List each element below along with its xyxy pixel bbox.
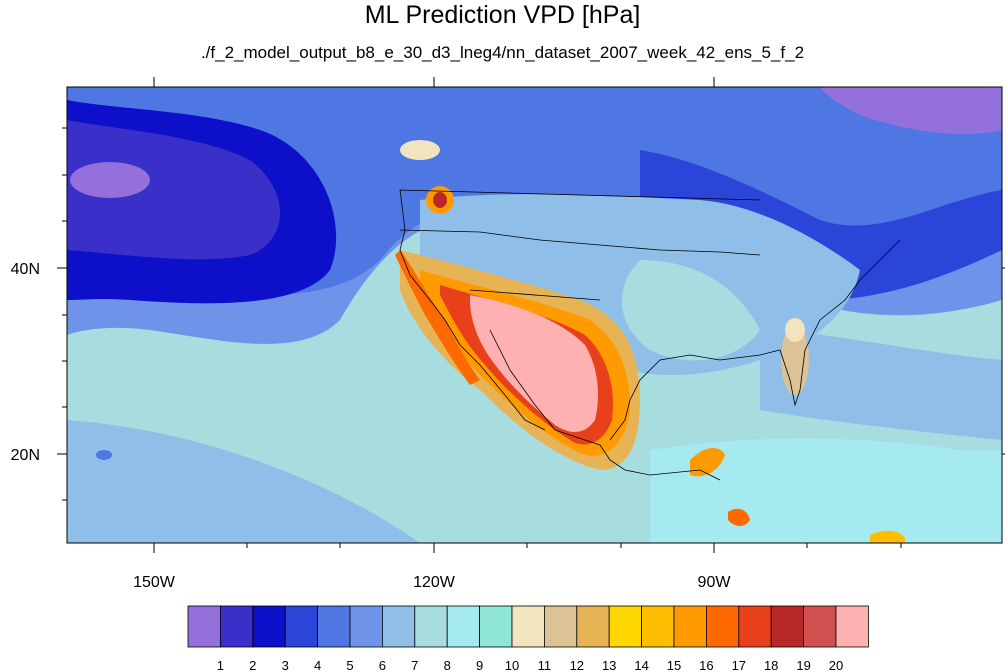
colorbar-tick-label: 16	[699, 658, 713, 672]
colorbar-swatch	[835, 605, 869, 648]
colorbar-tick-label: 13	[602, 658, 616, 672]
colorbar-swatch	[349, 605, 383, 648]
colorbar-swatch	[673, 605, 707, 648]
lat-label-40n: 40N	[11, 261, 40, 278]
colorbar-tick-label: 7	[411, 658, 418, 672]
colorbar-swatch	[187, 605, 221, 648]
colorbar: 1 2 3 4 5 6 7 8 9 10 11 12 13 14 15 16 17 18 19 20	[187, 605, 869, 672]
colorbar-tick-label: 9	[476, 658, 483, 672]
map-title: ML Prediction VPD [hPa]	[364, 1, 641, 29]
colorbar-tick-label: 17	[732, 658, 746, 672]
colorbar-swatch	[381, 605, 416, 648]
colorbar-swatch	[738, 605, 772, 648]
colorbar-tick-label: 5	[346, 658, 353, 672]
colorbar-tick-label: 1	[217, 658, 224, 672]
colorbar-tick-label: 19	[796, 658, 810, 672]
colorbar-tick-label: 10	[505, 658, 519, 672]
colorbar-swatch	[770, 605, 805, 648]
colorbar-swatch	[803, 605, 837, 648]
vpd-field	[67, 87, 1002, 543]
colorbar-tick-label: 12	[570, 658, 584, 672]
axis-ticks	[57, 77, 1005, 553]
map-subtitle: ./f_2_model_output_b8_e_30_d3_lneg4/nn_d…	[200, 43, 805, 62]
colorbar-tick-label: 11	[538, 658, 552, 672]
colorbar-tick-label: 2	[249, 658, 256, 672]
colorbar-swatch	[479, 605, 513, 648]
colorbar-tick-label: 15	[667, 658, 681, 672]
colorbar-swatch	[317, 605, 351, 648]
lat-label-20n: 20N	[11, 447, 40, 464]
colorbar-swatch	[641, 605, 675, 648]
coastlines	[399, 189, 901, 481]
colorbar-swatch	[219, 605, 254, 648]
colorbar-tick-label: 6	[379, 658, 386, 672]
colorbar-tick-label: 3	[282, 658, 289, 672]
lon-label-90w: 90W	[698, 574, 732, 591]
colorbar-swatch	[284, 605, 319, 648]
colorbar-swatch	[544, 605, 578, 648]
colorbar-tick-label: 14	[634, 658, 648, 672]
colorbar-tick-label: 4	[314, 658, 321, 672]
colorbar-tick-label: 18	[764, 658, 778, 672]
colorbar-swatch	[446, 605, 481, 648]
colorbar-tick-label: 8	[444, 658, 451, 672]
colorbar-swatch	[576, 605, 610, 648]
colorbar-swatch	[706, 605, 740, 648]
colorbar-swatch	[511, 605, 545, 648]
lon-label-120w: 120W	[413, 574, 456, 591]
lon-label-150w: 150W	[133, 574, 176, 591]
colorbar-swatch	[252, 605, 286, 648]
colorbar-swatch	[608, 605, 643, 648]
colorbar-tick-label: 20	[829, 658, 843, 672]
colorbar-swatch	[414, 605, 448, 648]
